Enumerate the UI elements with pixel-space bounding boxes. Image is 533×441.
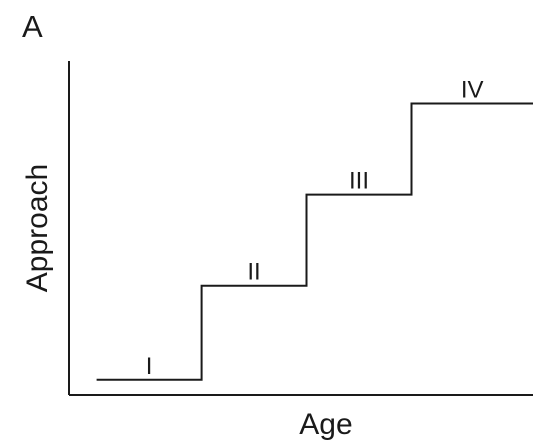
series-layer — [96, 102, 533, 381]
stage-label-1: I — [146, 353, 153, 380]
stage-label-3: III — [349, 168, 369, 195]
stage-label-2: II — [247, 259, 260, 286]
step-series-line — [96, 102, 533, 381]
x-axis-label: Age — [299, 408, 352, 441]
y-axis-label: Approach — [21, 164, 54, 292]
stage-label-4: IV — [461, 77, 484, 104]
panel-label: A — [22, 9, 43, 44]
